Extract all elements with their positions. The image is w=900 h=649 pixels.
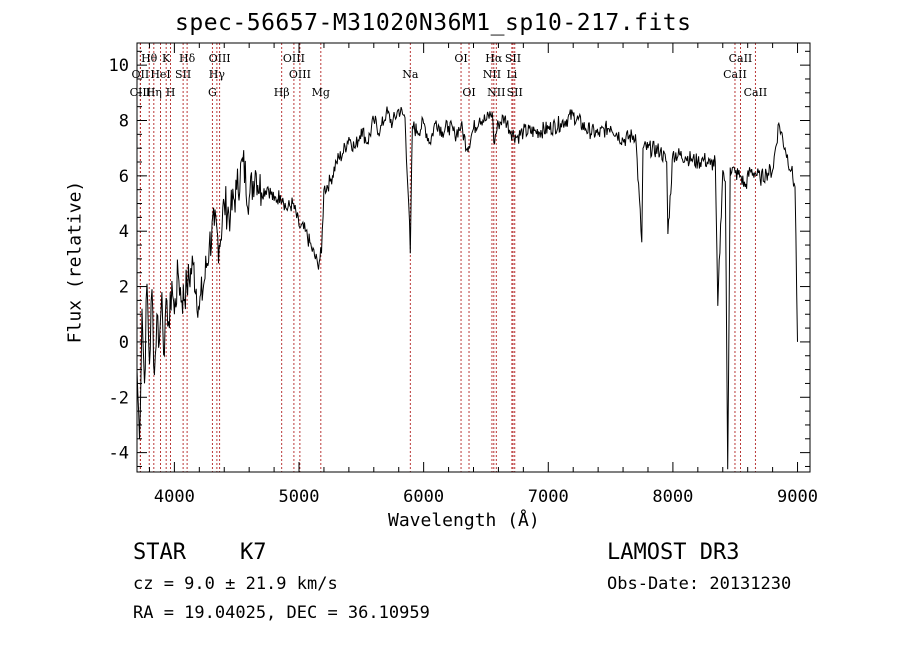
coordinates: RA = 19.04025, DEC = 36.10959 <box>133 603 430 623</box>
line-label-1: OII <box>132 68 150 81</box>
line-label-26: CaII <box>723 68 747 81</box>
x-tick-label-5: 9000 <box>777 487 818 507</box>
spectral-line-markers <box>139 43 756 472</box>
line-label-2: CIII <box>130 86 151 99</box>
line-label-8: SII <box>175 68 191 81</box>
y-tick-label-5: 6 <box>119 167 129 187</box>
line-label-13: OIII <box>283 52 305 65</box>
line-label-5: HeI <box>150 68 170 81</box>
axes: 4000 5000 6000 7000 8000 9000 -4 -2 0 2 4 6 8 10 <box>109 42 818 507</box>
line-label-0: Hθ <box>141 52 158 65</box>
line-label-23: Li <box>506 68 517 81</box>
line-label-27: CaII <box>744 86 768 99</box>
y-tick-label-7: 10 <box>109 56 129 76</box>
spectrum-series <box>136 106 798 470</box>
y-tick-label-0: -4 <box>109 444 129 464</box>
x-tick-label-0: 4000 <box>154 487 195 507</box>
line-label-21: NII <box>487 86 505 99</box>
line-label-25: CaII <box>729 52 753 65</box>
y-tick-label-2: 0 <box>119 333 129 353</box>
line-label-24: SII <box>507 86 523 99</box>
line-label-16: Na <box>402 68 419 81</box>
line-label-6: H <box>166 86 176 99</box>
line-label-15: Mg <box>312 86 330 99</box>
x-tick-label-4: 8000 <box>652 487 693 507</box>
line-label-18: OI <box>462 86 475 99</box>
x-tick-label-1: 5000 <box>279 487 320 507</box>
y-tick-label-6: 8 <box>119 111 129 131</box>
series-line-0 <box>136 106 798 470</box>
line-label-7: Hδ <box>179 52 196 65</box>
y-tick-label-1: -2 <box>109 388 129 408</box>
line-label-4: K <box>162 52 171 65</box>
line-label-19: Hα <box>485 52 503 65</box>
object-class: STAR <box>133 540 186 565</box>
x-axis-label: Wavelength (Å) <box>388 510 540 531</box>
x-tick-label-2: 6000 <box>403 487 444 507</box>
line-label-17: OI <box>454 52 467 65</box>
y-tick-label-3: 2 <box>119 278 129 298</box>
plot-frame <box>136 42 811 473</box>
redshift-value: cz = 9.0 ± 21.9 km/s <box>133 574 338 594</box>
line-label-20: NII <box>483 68 501 81</box>
line-label-12: Hβ <box>274 86 290 99</box>
chart-title: spec-56657-M31020N36M1_sp10-217.fits <box>175 10 692 36</box>
line-label-9: OIII <box>209 52 231 65</box>
obs-date: Obs-Date: 20131230 <box>607 574 792 594</box>
line-label-22: SII <box>505 52 521 65</box>
y-axis-label: Flux (relative) <box>64 180 86 344</box>
object-subclass: K7 <box>240 540 267 565</box>
line-label-14: OIII <box>289 68 311 81</box>
line-label-3: Hη <box>146 86 162 99</box>
line-label-11: G <box>208 86 217 99</box>
survey-name: LAMOST DR3 <box>607 540 740 565</box>
x-tick-label-3: 7000 <box>528 487 569 507</box>
y-tick-label-4: 4 <box>119 222 129 242</box>
line-label-10: Hγ <box>209 68 226 81</box>
